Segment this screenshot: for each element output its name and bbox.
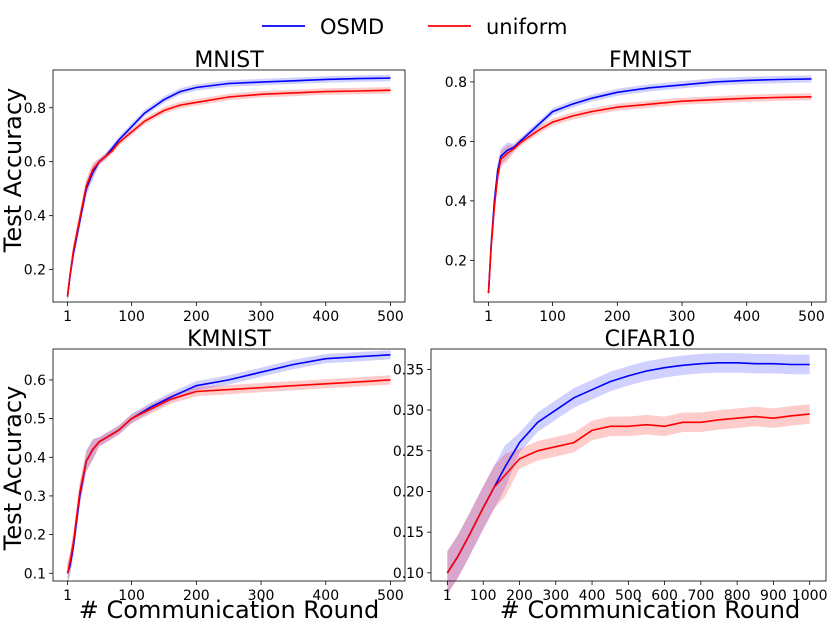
cifar10-xtick-label: 500 — [615, 588, 642, 604]
mnist-xtick-label: 300 — [248, 309, 275, 325]
cifar10-band-uniform — [447, 404, 810, 595]
mnist-xtick-label: 1 — [63, 309, 72, 325]
legend: OSMD uniform — [262, 15, 567, 39]
cifar10-xtick-label: 700 — [688, 588, 715, 604]
cifar10-line-uniform — [446, 413, 810, 574]
fmnist-ytick-label: 0.2 — [445, 253, 467, 269]
panel-title-kmnist: KMNIST — [187, 327, 271, 352]
cifar10-ytick-label: 0.30 — [393, 403, 424, 419]
kmnist-ytick-label: 0.5 — [24, 412, 46, 428]
kmnist-ytick-label: 0.2 — [24, 528, 46, 544]
kmnist-axes-frame — [52, 348, 406, 582]
fmnist-xtick-label: 100 — [539, 309, 566, 325]
fmnist-line-uniform — [487, 96, 812, 294]
panel-mnist: 1 100 200 300 400 500 0.2 0.4 0.6 0.8 — [24, 69, 406, 325]
cifar10-xtick-label: 400 — [579, 588, 606, 604]
fmnist-band-osmd — [488, 75, 812, 301]
mnist-xtick-label: 500 — [377, 309, 404, 325]
cifar10-ytick-label: 0.25 — [393, 444, 424, 460]
cifar10-xtick-label: 800 — [724, 588, 751, 604]
kmnist-ytick-label: 0.4 — [24, 450, 46, 466]
fmnist-ytick-label: 0.4 — [445, 194, 467, 210]
cifar10-xtick-label: 1 — [443, 588, 452, 604]
legend-label-uniform: uniform — [486, 15, 567, 39]
mnist-ytick-label: 0.2 — [24, 263, 46, 279]
mnist-line-uniform — [66, 89, 391, 297]
kmnist-line-uniform — [66, 379, 391, 574]
xlabel-left: # Communication Round — [79, 596, 379, 624]
panel-title-fmnist: FMNIST — [609, 48, 692, 73]
cifar10-band-osmd — [447, 353, 810, 595]
mnist-xtick-label: 200 — [183, 309, 210, 325]
kmnist-xtick-label: 400 — [312, 588, 339, 604]
xlabel-right: # Communication Round — [500, 596, 800, 624]
panel-kmnist: 1 100 200 300 400 500 0.1 0.2 0.3 0.4 0.5 0.6 — [24, 348, 406, 604]
cifar10-ytick-label: 0.10 — [393, 566, 424, 582]
cifar10-ytick-label: 0.20 — [393, 484, 424, 500]
fmnist-axes-frame — [473, 69, 827, 303]
kmnist-band-uniform — [67, 375, 391, 584]
mnist-band-osmd — [67, 74, 391, 304]
fmnist-xtick-label: 300 — [669, 309, 696, 325]
mnist-ytick-label: 0.4 — [24, 209, 46, 225]
ylabel-top: Test Accuracy — [0, 88, 27, 253]
fmnist-xtick-label: 1 — [484, 309, 493, 325]
panel-cifar10: 1 100 200 300 400 500 600 700 800 900 1000 0.10 0.15… — [393, 348, 828, 604]
kmnist-xtick-label: 100 — [118, 588, 145, 604]
fmnist-ytick-label: 0.8 — [445, 75, 467, 91]
kmnist-ytick-label: 0.1 — [24, 566, 46, 582]
mnist-ytick-label: 0.6 — [24, 155, 46, 171]
kmnist-ytick-label: 0.3 — [24, 489, 46, 505]
cifar10-xtick-label: 600 — [651, 588, 678, 604]
fmnist-xtick-label: 500 — [798, 309, 825, 325]
legend-label-osmd: OSMD — [320, 15, 384, 39]
cifar10-xtick-label: 900 — [760, 588, 787, 604]
mnist-ytick-label: 0.8 — [24, 101, 46, 117]
fmnist-xtick-label: 200 — [604, 309, 631, 325]
panel-title-mnist: MNIST — [194, 48, 264, 73]
panel-fmnist: 1 100 200 300 400 500 0.2 0.4 0.6 0.8 — [445, 69, 827, 325]
mnist-band-uniform — [67, 87, 391, 304]
kmnist-xtick-label: 300 — [248, 588, 275, 604]
cifar10-xtick-label: 200 — [506, 588, 533, 604]
mnist-xtick-label: 100 — [118, 309, 145, 325]
kmnist-ytick-label: 0.6 — [24, 373, 46, 389]
fmnist-line-osmd — [487, 78, 812, 294]
cifar10-xtick-label: 1000 — [792, 588, 828, 604]
mnist-xtick-label: 400 — [312, 309, 339, 325]
mnist-axes-frame — [52, 69, 406, 303]
kmnist-xtick-label: 200 — [183, 588, 210, 604]
cifar10-ytick-label: 0.15 — [393, 525, 424, 541]
cifar10-xtick-label: 300 — [542, 588, 569, 604]
kmnist-xtick-label: 1 — [63, 588, 72, 604]
cifar10-ytick-label: 0.35 — [393, 362, 424, 378]
kmnist-xtick-label: 500 — [377, 588, 404, 604]
panel-title-cifar10: CIFAR10 — [605, 327, 696, 352]
fmnist-xtick-label: 400 — [733, 309, 760, 325]
fmnist-ytick-label: 0.6 — [445, 134, 467, 150]
ylabel-bottom: Test Accuracy — [0, 386, 27, 551]
cifar10-xtick-label: 100 — [470, 588, 497, 604]
mnist-line-osmd — [66, 77, 391, 297]
